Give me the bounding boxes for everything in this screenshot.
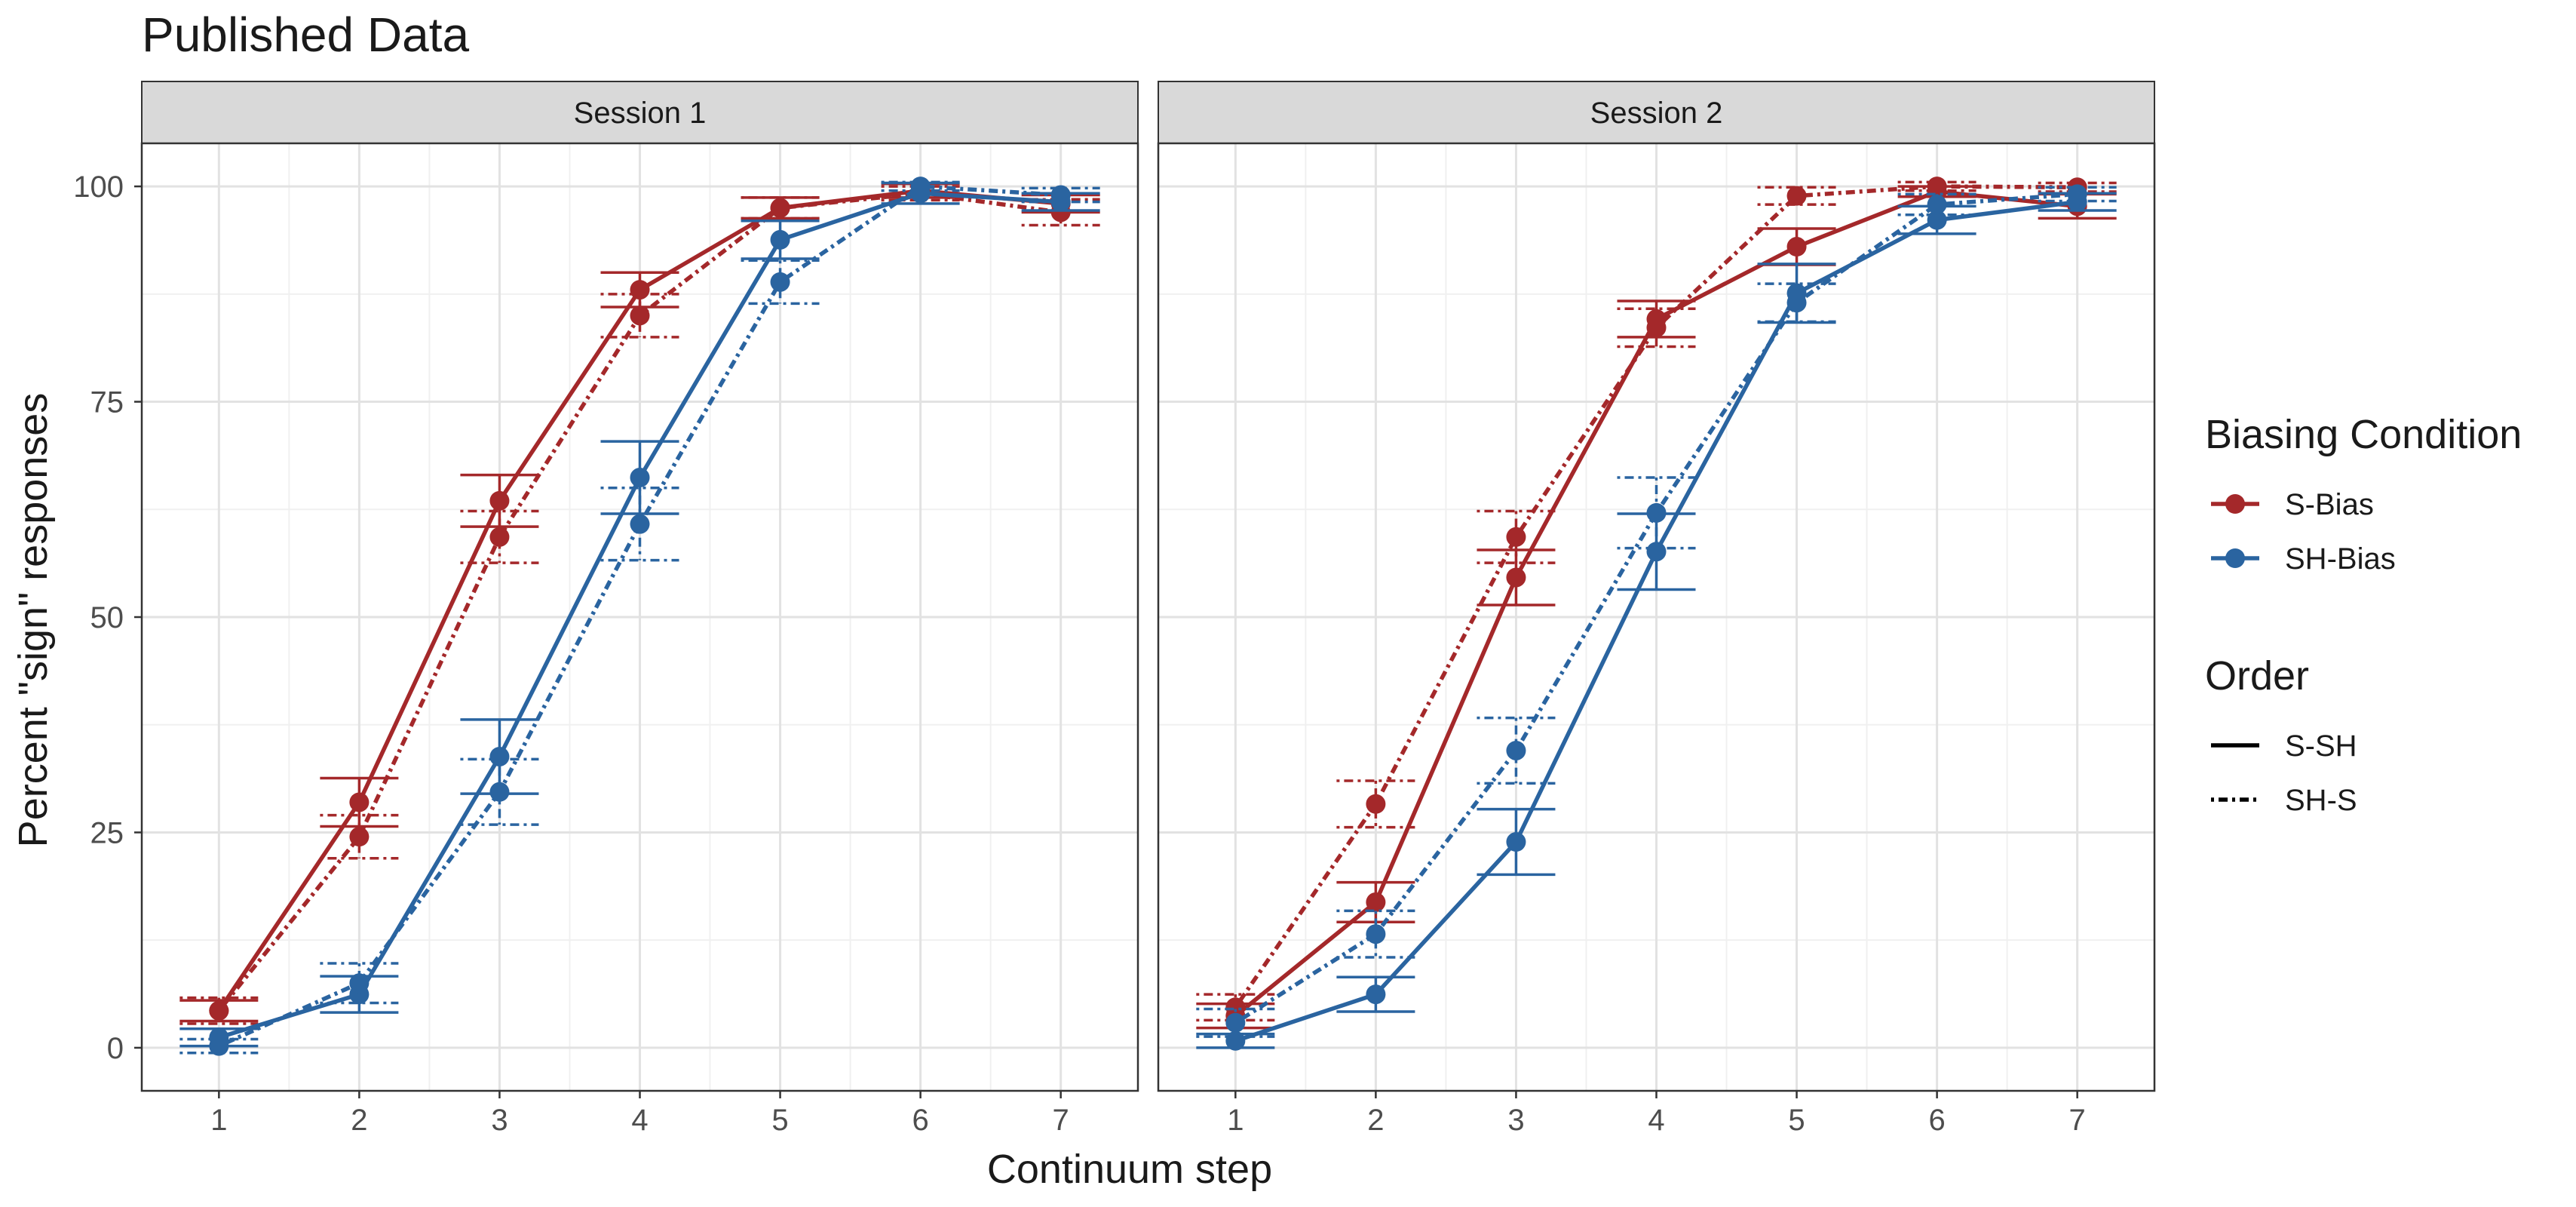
data-point <box>1927 195 1947 215</box>
x-tick-label: 4 <box>1648 1104 1664 1137</box>
data-point <box>489 527 510 547</box>
data-point <box>209 1036 229 1056</box>
error-bar <box>320 962 399 1005</box>
x-tick-label: 7 <box>1053 1104 1069 1137</box>
series-sh-bias-s-sh <box>1196 192 2117 1051</box>
data-point <box>770 272 790 292</box>
data-point <box>489 746 510 766</box>
data-point <box>1225 1012 1246 1033</box>
y-tick-label: 75 <box>90 386 124 419</box>
data-point <box>1646 542 1667 562</box>
x-tick-label: 1 <box>1227 1104 1244 1137</box>
data-point <box>1050 185 1071 205</box>
x-tick-label: 6 <box>912 1104 928 1137</box>
data-point <box>1366 794 1386 814</box>
legend-label-s-bias: S-Bias <box>2285 488 2374 521</box>
y-tick-label: 100 <box>73 170 124 204</box>
legend: Biasing Condition Order S-Bias SH-Bias S… <box>2205 412 2522 817</box>
data-point <box>1506 740 1526 760</box>
legend-label-s-sh: S-SH <box>2285 729 2357 763</box>
x-tick-label: 3 <box>491 1104 508 1137</box>
x-tick-label: 1 <box>210 1104 227 1137</box>
facet-panels: Session 1 1 2 3 4 5 6 7 0 25 50 75 100 Session 2 1 2 3 4 5… <box>73 81 2156 1137</box>
data-point <box>1786 186 1807 206</box>
legend-label-sh-bias: SH-Bias <box>2285 542 2396 576</box>
error-bar <box>460 509 539 564</box>
data-point <box>209 1000 229 1021</box>
series-sh-bias-sh-s <box>179 177 1100 1056</box>
data-point <box>1225 997 1246 1018</box>
x-tick-label: 7 <box>2069 1104 2086 1137</box>
data-point <box>1506 567 1526 588</box>
data-point <box>349 827 370 847</box>
legend-title-biasing-condition: Biasing Condition <box>2205 412 2522 457</box>
legend-title-order: Order <box>2205 653 2309 699</box>
x-tick-label: 2 <box>1367 1104 1384 1137</box>
data-point <box>770 198 790 218</box>
legend-key-sh-bias <box>2211 548 2259 568</box>
data-point <box>489 490 510 511</box>
x-tick-label: 6 <box>1928 1104 1945 1137</box>
y-tick-label: 50 <box>90 601 124 634</box>
data-point <box>1646 502 1667 523</box>
data-point <box>1927 177 1947 197</box>
data-point <box>770 229 790 250</box>
x-tick-label: 4 <box>631 1104 648 1137</box>
y-axis-title: Percent "sign" responses <box>11 393 56 848</box>
facet-strip-label: Session 1 <box>574 97 707 130</box>
data-point <box>910 177 931 197</box>
legend-label-sh-s: SH-S <box>2285 784 2357 817</box>
facet-strip <box>141 81 1139 144</box>
data-point <box>349 792 370 812</box>
x-tick-label: 5 <box>771 1104 788 1137</box>
data-point <box>1366 924 1386 944</box>
panel-session-1: Session 1 1 2 3 4 5 6 7 0 25 50 75 100 <box>73 81 1139 1137</box>
data-point <box>630 468 650 488</box>
error-bar <box>1617 307 1696 349</box>
data-point <box>630 306 650 326</box>
data-point <box>1225 1030 1246 1051</box>
data-point <box>1506 832 1526 852</box>
y-tick-label: 25 <box>90 816 124 849</box>
data-point <box>489 782 510 802</box>
data-point <box>1786 293 1807 313</box>
y-tick-label: 0 <box>107 1032 124 1065</box>
x-tick-label: 2 <box>351 1104 367 1137</box>
data-point <box>1646 318 1667 338</box>
facet-strip-label: Session 2 <box>1590 97 1723 130</box>
data-point <box>1366 892 1386 912</box>
series-sh-bias-sh-s <box>1196 184 2117 1038</box>
data-point <box>349 973 370 994</box>
data-point <box>630 514 650 534</box>
x-axis-title: Continuum step <box>987 1147 1272 1192</box>
legend-keys <box>2211 494 2259 802</box>
panel-session-2: Session 2 1 2 3 4 5 6 7 <box>1157 81 2156 1137</box>
chart-title: Published Data <box>142 8 469 62</box>
legend-key-s-bias <box>2211 494 2259 514</box>
data-point <box>1366 984 1386 1005</box>
series-s-bias-sh-s <box>1196 177 2117 1022</box>
x-tick-label: 5 <box>1788 1104 1805 1137</box>
x-tick-label: 3 <box>1507 1104 1524 1137</box>
data-point <box>1506 527 1526 547</box>
data-point <box>1786 237 1807 257</box>
data-point <box>2067 184 2087 204</box>
error-bar <box>1477 509 1556 564</box>
